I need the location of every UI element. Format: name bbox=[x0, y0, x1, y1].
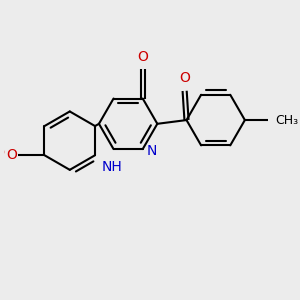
Text: CH₃: CH₃ bbox=[275, 114, 298, 127]
Text: O: O bbox=[179, 71, 190, 85]
Text: O: O bbox=[137, 50, 148, 64]
Text: NH: NH bbox=[101, 160, 122, 174]
Text: N: N bbox=[146, 144, 157, 158]
Text: O: O bbox=[4, 146, 15, 161]
Text: O: O bbox=[7, 148, 17, 162]
